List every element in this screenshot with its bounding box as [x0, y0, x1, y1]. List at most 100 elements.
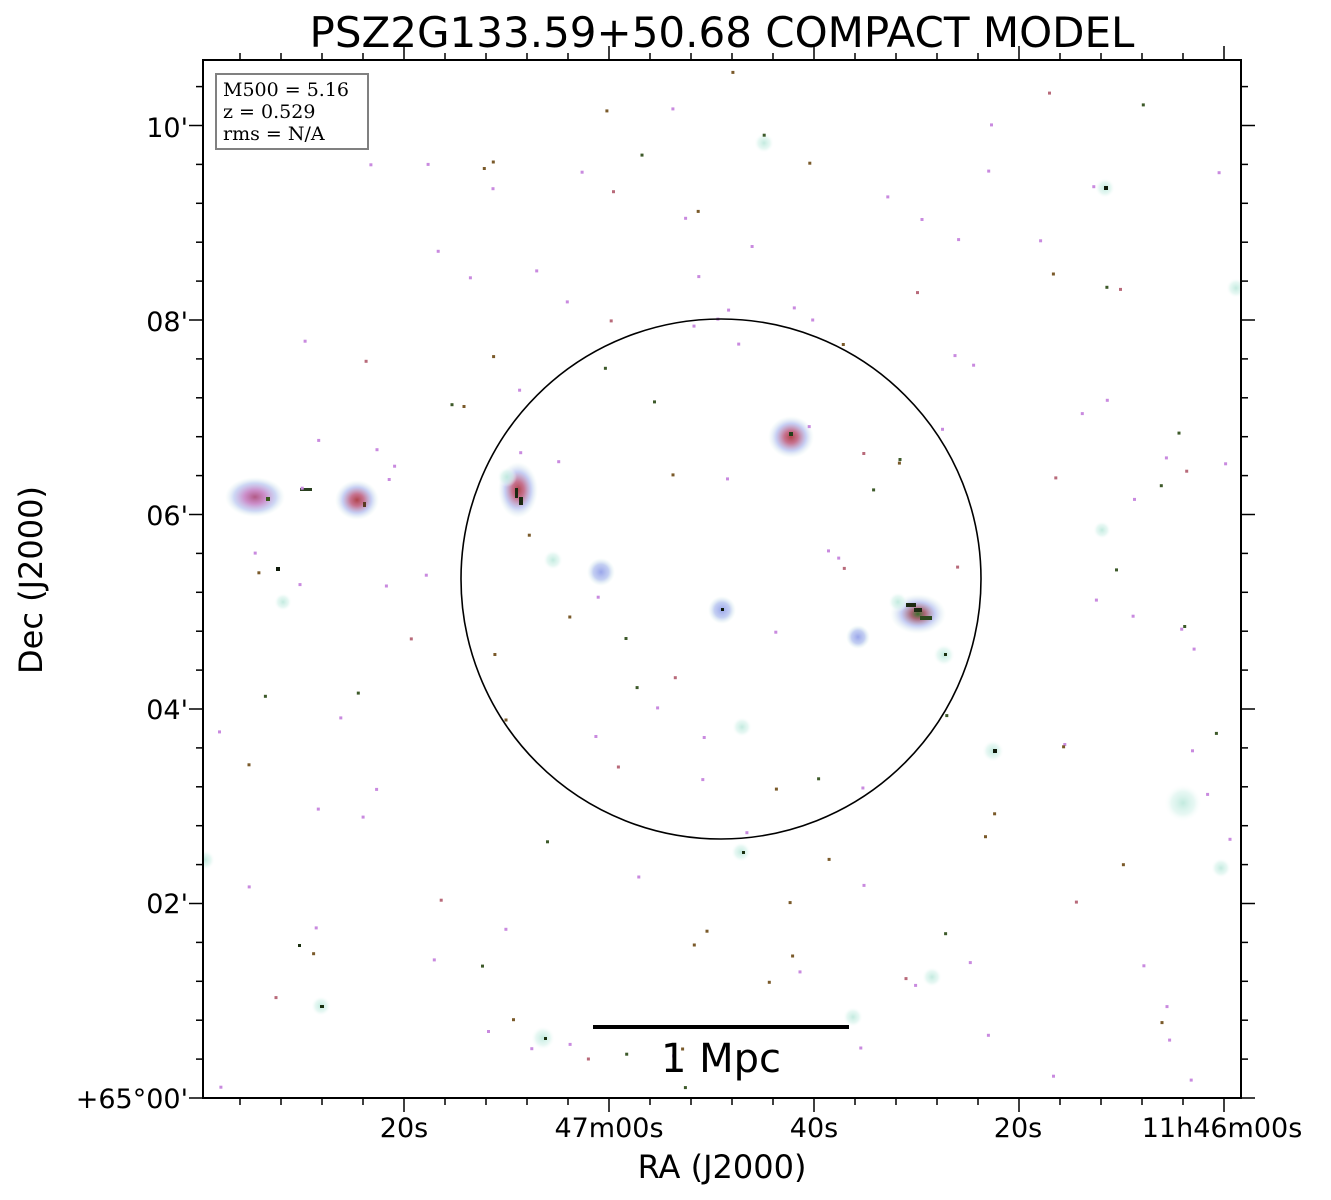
source-blob: [274, 593, 292, 611]
source-core: [320, 1005, 324, 1008]
noise-speck: [692, 943, 696, 947]
noise-speck: [546, 840, 549, 844]
noise-speck: [1094, 598, 1098, 602]
noise-speck: [375, 448, 379, 452]
noise-speck: [731, 70, 735, 74]
source-blob: [497, 467, 517, 487]
source-core: [519, 497, 523, 505]
noise-speck: [827, 857, 831, 861]
noise-speck: [640, 153, 644, 157]
noise-speck: [827, 549, 830, 553]
noise-speck: [1160, 1021, 1164, 1025]
noise-speck: [1052, 1074, 1055, 1078]
noise-speck: [493, 653, 497, 656]
source-core: [993, 749, 997, 753]
noise-speck: [530, 1047, 534, 1051]
info-line-rms: rms = N/A: [223, 123, 325, 145]
source-blob: [846, 625, 870, 649]
noise-speck: [762, 133, 766, 137]
noise-speck: [1048, 91, 1051, 95]
noise-speck: [792, 306, 796, 310]
noise-speck: [439, 898, 443, 902]
noise-speck: [1206, 792, 1210, 796]
noise-speck: [1141, 103, 1145, 107]
noise-speck: [916, 291, 919, 295]
y-tick-label: 02': [146, 889, 188, 920]
noise-speck: [317, 438, 321, 442]
noise-speck: [956, 565, 960, 569]
noise-speck: [673, 676, 677, 680]
scale-bar-label: 1 Mpc: [661, 1036, 781, 1082]
noise-speck: [701, 778, 705, 782]
noise-speck: [580, 170, 584, 174]
noise-speck: [481, 964, 484, 968]
noise-speck: [1185, 469, 1189, 473]
source-blob: [1226, 278, 1241, 298]
noise-speck: [811, 318, 815, 322]
noise-speck: [1164, 456, 1168, 460]
source-core: [920, 616, 932, 620]
noise-speck: [257, 571, 261, 575]
axis-ticks: [189, 46, 1255, 1112]
noise-speck: [1119, 287, 1122, 291]
noise-speck: [519, 451, 523, 455]
noise-speck: [492, 355, 496, 359]
source-core: [276, 567, 280, 571]
source-core: [544, 1037, 547, 1040]
source-core: [1104, 186, 1108, 190]
noise-speck: [671, 107, 675, 111]
noise-speck: [837, 556, 841, 560]
info-line-redshift: z = 0.529: [223, 101, 315, 123]
noise-speck: [603, 366, 607, 370]
source-core: [944, 653, 947, 656]
noise-speck: [791, 954, 795, 958]
noise-speck: [1121, 863, 1125, 867]
noise-speck: [356, 691, 360, 695]
y-tick-label: 10': [146, 113, 188, 144]
source-blob: [335, 480, 379, 520]
noise-speck: [1192, 647, 1196, 651]
noise-speck: [774, 787, 778, 791]
x-tick-label: 40s: [790, 1113, 838, 1144]
source-blob: [531, 1026, 555, 1050]
noise-speck: [1159, 484, 1163, 488]
noise-speck: [897, 461, 901, 465]
noise-speck: [944, 932, 948, 936]
noise-speck: [409, 637, 413, 641]
noise-speck: [968, 961, 972, 965]
noise-speck: [384, 584, 388, 588]
noise-speck: [1105, 398, 1109, 402]
noise-speck: [300, 486, 304, 490]
noise-speck: [1133, 497, 1136, 501]
source-blob: [203, 850, 215, 870]
noise-speck: [726, 477, 729, 481]
noise-speck: [426, 162, 430, 166]
noise-speck: [364, 359, 368, 363]
noise-speck: [798, 970, 802, 974]
noise-speck: [862, 452, 866, 455]
noise-speck: [862, 883, 866, 887]
noise-speck: [504, 927, 508, 931]
noise-speck: [339, 716, 343, 720]
noise-speck: [432, 958, 436, 962]
noise-speck: [684, 216, 688, 220]
noise-speck: [656, 706, 660, 710]
noise-speck: [219, 1085, 223, 1089]
source-blob: [543, 550, 563, 570]
source-core: [363, 502, 366, 507]
noise-speck: [568, 1042, 572, 1046]
source-core: [914, 608, 922, 612]
noise-speck: [568, 615, 572, 619]
noise-speck: [1142, 964, 1146, 968]
noise-speck: [1180, 627, 1184, 631]
noise-speck: [624, 637, 628, 640]
noise-speck: [807, 425, 811, 429]
noise-speck: [1039, 239, 1043, 243]
noise-speck: [393, 464, 397, 468]
noise-speck: [298, 583, 302, 587]
noise-speck: [1168, 1038, 1172, 1042]
noise-speck: [914, 983, 918, 987]
source-blob: [888, 592, 908, 612]
noise-speck: [987, 169, 991, 173]
